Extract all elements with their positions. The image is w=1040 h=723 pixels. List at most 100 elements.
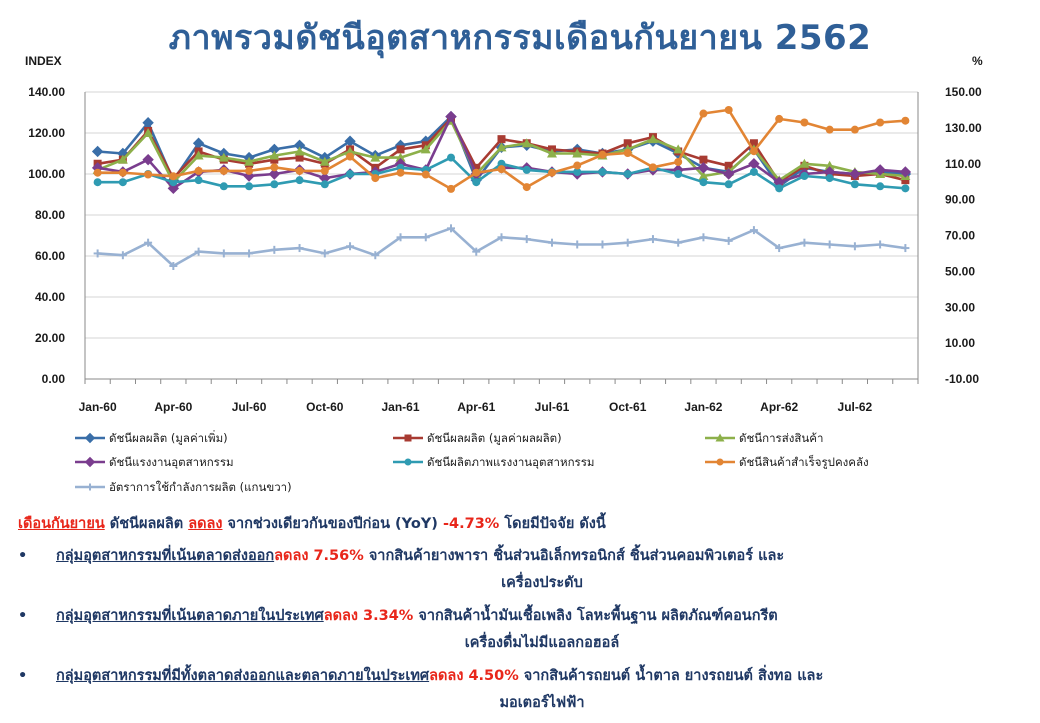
page-title: ภาพรวมดัชนีอุตสาหกรรมเดือนกันยายน 2562 (168, 18, 872, 58)
data-point (346, 242, 355, 251)
legend-label: ดัชนีผลผลิต (มูลค่าเพิ่ม) (109, 430, 228, 445)
x-tick-label: Jan-62 (684, 400, 722, 414)
data-point (697, 162, 710, 174)
data-point (345, 146, 356, 156)
data-point (193, 150, 204, 160)
data-point (749, 139, 758, 148)
data-point (346, 152, 355, 161)
x-tick-label: Apr-60 (154, 400, 192, 414)
legend-item: ดัชนีผลิตภาพแรงงานอุตสาหกรรม (393, 455, 594, 469)
x-tick-label: Apr-62 (760, 400, 798, 414)
lead-text-1: ดัชนีผลผลิต (104, 516, 189, 532)
data-point (118, 168, 127, 177)
data-point (396, 145, 405, 154)
data-point (194, 247, 203, 256)
legend-label: ดัชนีแรงงานอุตสาหกรรม (109, 455, 234, 469)
data-point (421, 170, 430, 179)
data-point (447, 184, 456, 193)
bullet-line-1: จากสินค้ารถยนต์ น้ำตาล ยางรถยนต์ สิ่งทอ … (518, 668, 824, 684)
data-point (144, 170, 153, 179)
data-point (673, 144, 684, 154)
data-point (775, 184, 784, 193)
data-point (825, 240, 834, 249)
data-point (899, 166, 912, 178)
data-point (497, 165, 506, 174)
data-point (850, 180, 859, 189)
data-point (320, 166, 329, 175)
data-point (346, 170, 355, 178)
data-point (472, 247, 481, 256)
x-tick-label: Apr-61 (457, 400, 495, 414)
lead-down: ลดลง (188, 516, 223, 532)
data-point (522, 183, 531, 192)
series-5 (93, 105, 910, 193)
data-point (295, 166, 304, 175)
right-tick-label: 70.00 (945, 229, 975, 243)
data-point (245, 166, 254, 175)
data-point (547, 168, 556, 177)
data-point (244, 156, 255, 166)
data-point (623, 148, 632, 157)
data-point (521, 138, 532, 148)
data-point (169, 178, 178, 187)
data-point (699, 233, 708, 242)
data-point (219, 249, 228, 258)
data-point (598, 240, 607, 249)
data-point (142, 153, 154, 166)
data-point (648, 163, 657, 172)
bullet-change: ลดลง 3.34% (323, 608, 414, 624)
legend-label: ดัชนีสินค้าสำเร็จรูปคงคลัง (739, 454, 869, 469)
data-point (724, 161, 733, 170)
data-point (319, 156, 330, 166)
data-point (623, 139, 632, 148)
legend-item: ดัชนีผลผลิต (มูลค่าผลผลิต) (393, 431, 562, 445)
lead-text-2: จากช่วงเดียวกันของปีก่อน (YoY) (222, 516, 443, 532)
summary-lead: เดือนกันยายน ดัชนีผลผลิต ลดลง จากช่วงเดี… (18, 512, 1028, 535)
data-point (699, 178, 708, 187)
data-point (445, 110, 457, 123)
data-point (472, 168, 481, 177)
bullet-line-1: จากสินค้าน้ำมันเชื้อเพลิง โลหะพื้นฐาน ผล… (413, 608, 778, 624)
data-point (800, 172, 809, 181)
data-point (167, 182, 180, 195)
right-tick-label: 10.00 (945, 336, 975, 350)
data-point (901, 176, 910, 185)
legend-label: อัตราการใช้กำลังการผลิต (แกนขวา) (109, 480, 292, 494)
data-point (749, 167, 758, 176)
right-tick-label: 30.00 (945, 300, 975, 314)
data-point (648, 235, 657, 244)
industrial-index-chart: 0.00 20.00 40.00 60.00 80.00 100.00 120.00 140.… (25, 54, 983, 494)
bullet-line-2: มอเตอร์ไฟฟ้า (499, 695, 585, 711)
data-point (143, 128, 154, 137)
left-axis-title: INDEX (25, 54, 62, 68)
data-point (722, 168, 735, 180)
data-point (775, 114, 784, 123)
series-6 (93, 224, 910, 270)
data-point (270, 245, 279, 254)
data-point (674, 157, 683, 166)
data-point (573, 161, 582, 170)
bullet-line-2: เครื่องดื่มไม่มีแอลกอฮอล์ (464, 635, 620, 651)
data-point (84, 456, 96, 468)
legend-label: ดัชนีผลผลิต (มูลค่าผลผลิต) (427, 431, 562, 445)
data-point (497, 233, 506, 242)
legend-item: อัตราการใช้กำลังการผลิต (แกนขวา) (75, 480, 292, 494)
data-point (699, 109, 708, 118)
lead-text-3: โดยมีปัจจัย ดังนี้ (499, 516, 606, 532)
data-point (404, 434, 412, 442)
data-point (420, 144, 431, 154)
data-point (91, 145, 104, 158)
data-point (268, 168, 281, 180)
x-tick-label: Jul-62 (838, 400, 873, 414)
data-point (724, 236, 733, 245)
right-tick-label: 50.00 (945, 264, 975, 278)
x-tick-label: Oct-61 (609, 400, 647, 414)
data-point (876, 240, 885, 249)
left-tick-label: 0.00 (42, 372, 66, 386)
data-point (320, 180, 329, 189)
data-point (715, 433, 725, 442)
bullet-line-2: เครื่องประดับ (501, 575, 583, 591)
data-point (84, 432, 96, 444)
data-point (800, 118, 809, 127)
right-tick-label: -10.00 (945, 372, 979, 386)
